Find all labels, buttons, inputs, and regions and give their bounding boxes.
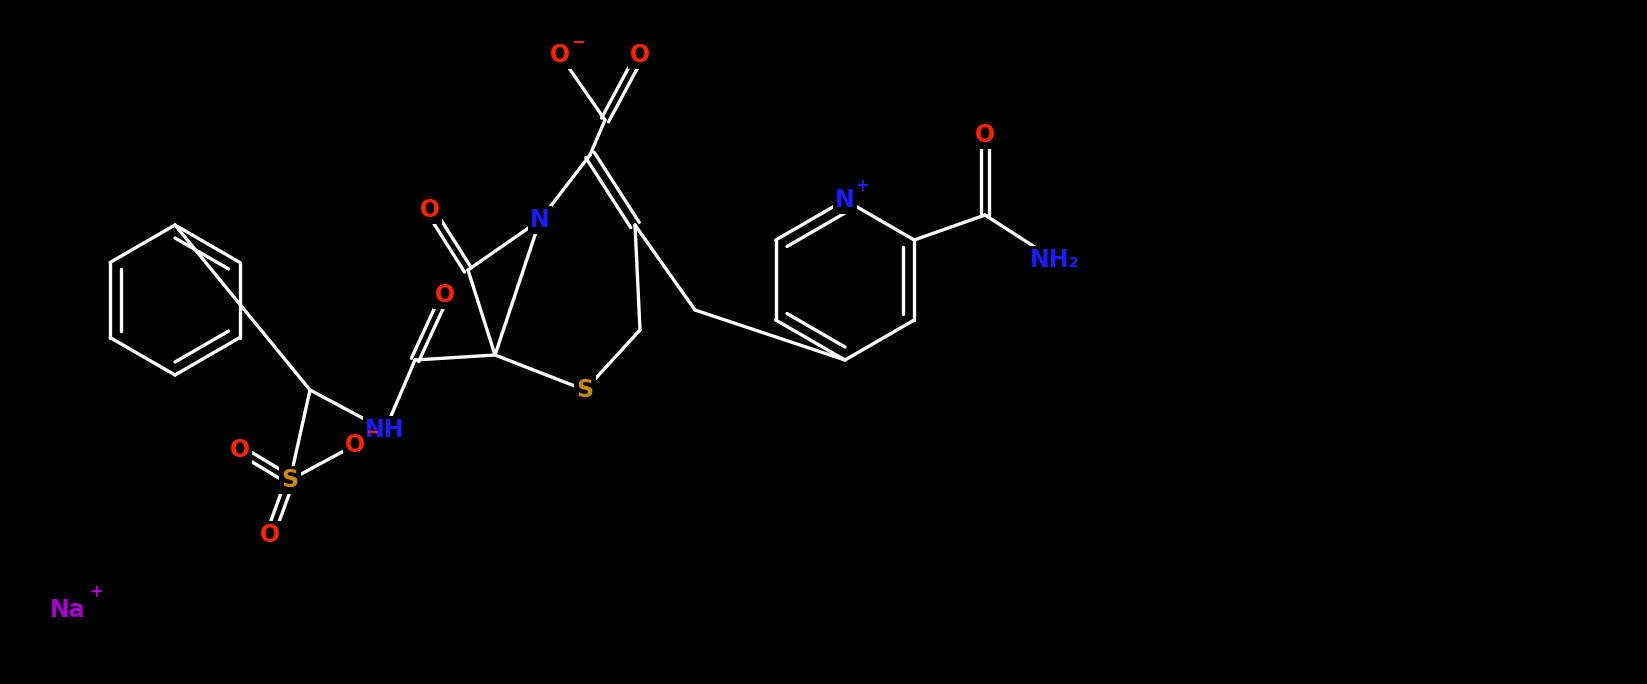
Text: O: O [550,43,570,67]
Text: S: S [576,378,593,402]
Text: O: O [975,123,995,147]
Text: NH₂: NH₂ [1029,248,1080,272]
Text: O: O [435,283,455,307]
Text: N: N [530,208,550,232]
Text: O: O [260,523,280,547]
Text: −: − [572,32,585,50]
Text: S: S [282,468,298,492]
Text: O: O [420,198,440,222]
Text: N: N [835,188,855,212]
Text: O: O [231,438,250,462]
Text: −: − [366,422,379,440]
Text: +: + [855,177,870,195]
Text: NH: NH [366,418,405,442]
Text: +: + [89,583,102,601]
Text: Na: Na [49,598,86,622]
Text: O: O [344,433,366,457]
Text: O: O [629,43,651,67]
